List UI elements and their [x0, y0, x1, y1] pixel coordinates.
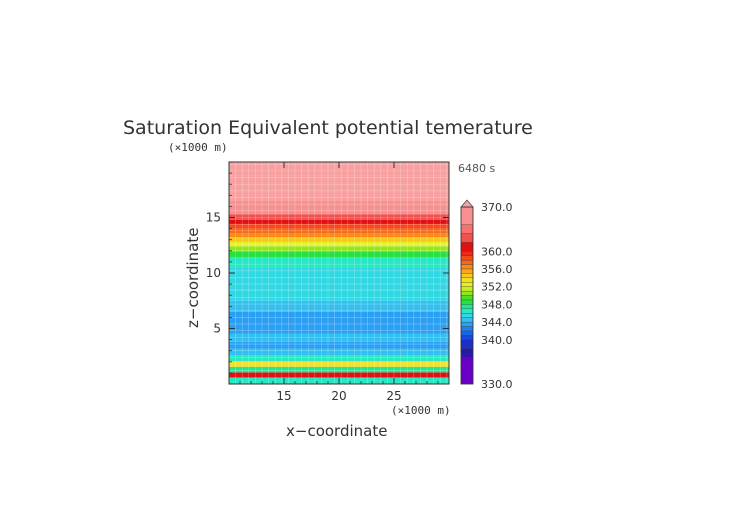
colorbar-segment [460, 317, 474, 323]
colorbar-extend-arrow [460, 199, 474, 208]
time-label: 6480 s [458, 162, 495, 175]
colorbar-segment [460, 255, 474, 261]
colorbar: 370.0 360.0 356.0 352.0 348.0 344.0 340.0 330.0 [460, 199, 513, 391]
colorbar-segment [460, 321, 474, 327]
x-tick-label: 25 [386, 389, 401, 403]
y-tick-label: 5 [213, 322, 221, 336]
colorbar-segment [460, 304, 474, 309]
heatmap-band [229, 289, 449, 301]
heatmap-band [229, 333, 449, 342]
colorbar-tick-label: 352.0 [481, 281, 513, 294]
heatmap-band [229, 311, 449, 323]
heatmap-band [229, 175, 449, 201]
heatmap-band [229, 241, 449, 247]
colorbar-segment [460, 308, 474, 314]
colorbar-segment [460, 299, 474, 305]
colorbar-segment [460, 282, 474, 287]
y-axis-unit: (×1000 m) [168, 141, 228, 154]
colorbar-segment [460, 259, 474, 265]
x-ticks: 15 20 25 [228, 162, 450, 403]
colorbar-segment [460, 224, 474, 234]
colorbar-tick-label: 330.0 [481, 378, 513, 391]
heatmap-band [229, 278, 449, 290]
heatmap-band [229, 341, 449, 349]
colorbar-tick-label: 344.0 [481, 316, 513, 329]
heatmap-band [229, 224, 449, 229]
colorbar-segment [460, 295, 474, 301]
colorbar-segment [460, 206, 474, 225]
colorbar-tick-label: 340.0 [481, 334, 513, 347]
x-axis-unit: (×1000 m) [391, 404, 451, 417]
colorbar-segment [460, 348, 474, 358]
heatmap-band [229, 366, 449, 373]
chart-title: Saturation Equivalent potential temeratu… [123, 117, 533, 139]
colorbar-segment [460, 277, 474, 283]
grid-lines [228, 162, 449, 385]
heatmap-band [229, 251, 449, 259]
colorbar-segment [460, 326, 474, 332]
colorbar-segment [460, 290, 474, 296]
y-axis-label: z−coordinate [184, 228, 202, 328]
colorbar-segment [460, 264, 474, 270]
heatmap-band [229, 355, 449, 362]
heatmap-band [229, 237, 449, 242]
y-ticks: 5 10 15 [206, 161, 449, 385]
heatmap-band [229, 214, 449, 220]
colorbar-frame [460, 206, 474, 385]
colorbar-tick-label: 360.0 [481, 245, 513, 258]
heatmap-band [229, 322, 449, 334]
x-tick-label: 15 [276, 389, 291, 403]
colorbar-tick-label: 348.0 [481, 298, 513, 311]
y-tick-label: 10 [206, 266, 221, 280]
colorbar-tick-label: 356.0 [481, 263, 513, 276]
heatmap-band [229, 233, 449, 238]
colorbar-segment [460, 273, 474, 278]
colorbar-segment [460, 335, 474, 340]
heatmap-band [229, 246, 449, 252]
y-tick-label: 15 [206, 211, 221, 225]
colorbar-segment [460, 339, 474, 349]
colorbar-segment [460, 242, 474, 252]
colorbar-segment [460, 251, 474, 256]
heatmap-band [229, 348, 449, 356]
colorbar-segment [460, 268, 474, 274]
colorbar-segment [460, 357, 474, 385]
heatmap-band [229, 300, 449, 312]
heatmap-band [229, 219, 449, 225]
colorbar-segment [460, 286, 474, 292]
colorbar-tick-label: 370.0 [481, 201, 513, 214]
heatmap-band [229, 372, 449, 378]
heatmap-band [229, 258, 449, 268]
x-tick-label: 20 [331, 389, 346, 403]
heatmap-band [229, 228, 449, 234]
x-axis-label: x−coordinate [286, 422, 387, 440]
colorbar-segment [460, 330, 474, 336]
colorbar-segment [460, 313, 474, 318]
heatmap-band [229, 200, 449, 215]
colorbar-segment [460, 233, 474, 243]
heatmap-band [229, 361, 449, 367]
heatmap-band [229, 267, 449, 279]
